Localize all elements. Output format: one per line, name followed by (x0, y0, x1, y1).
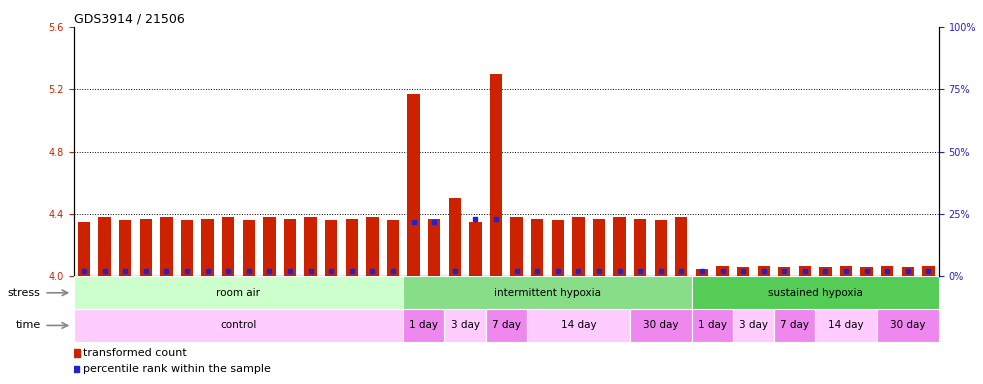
Bar (448, 199, 461, 276)
Text: percentile rank within the sample: percentile rank within the sample (84, 364, 271, 374)
Bar (367, 217, 378, 276)
Bar (774, 309, 815, 342)
Bar (78, 222, 90, 276)
Bar (634, 219, 646, 276)
Bar (98, 217, 111, 276)
Bar (444, 309, 486, 342)
Bar (428, 219, 440, 276)
Bar (531, 219, 544, 276)
Bar (469, 222, 482, 276)
Bar (819, 267, 832, 276)
Text: sustained hypoxia: sustained hypoxia (768, 288, 863, 298)
Bar (572, 217, 585, 276)
Text: 7 day: 7 day (781, 320, 809, 331)
Bar (779, 267, 790, 276)
Bar (737, 267, 749, 276)
Bar (140, 219, 152, 276)
Bar (202, 219, 213, 276)
Text: 1 day: 1 day (698, 320, 726, 331)
Text: intermittent hypoxia: intermittent hypoxia (493, 288, 601, 298)
Bar (696, 269, 708, 276)
Bar (877, 309, 939, 342)
Bar (881, 266, 894, 276)
Text: 14 day: 14 day (560, 320, 596, 331)
Text: control: control (220, 320, 257, 331)
Bar (263, 217, 275, 276)
Text: 30 day: 30 day (643, 320, 678, 331)
Bar (403, 276, 692, 309)
Text: room air: room air (216, 288, 260, 298)
Text: 30 day: 30 day (891, 320, 926, 331)
Bar (386, 220, 399, 276)
Bar (119, 220, 132, 276)
Bar (717, 266, 728, 276)
Bar (551, 220, 564, 276)
Text: time: time (16, 320, 40, 331)
Bar (692, 276, 939, 309)
Bar (407, 94, 420, 276)
Bar (490, 74, 502, 276)
Bar (692, 309, 732, 342)
Bar (305, 217, 317, 276)
Bar (527, 309, 630, 342)
Text: 7 day: 7 day (492, 320, 521, 331)
Bar (160, 217, 173, 276)
Bar (901, 267, 914, 276)
Bar (799, 266, 811, 276)
Text: stress: stress (8, 288, 40, 298)
Text: transformed count: transformed count (84, 348, 187, 358)
Bar (346, 219, 358, 276)
Bar (732, 309, 774, 342)
Bar (758, 266, 770, 276)
Bar (839, 266, 852, 276)
Bar (630, 309, 692, 342)
Bar (74, 309, 403, 342)
Bar (243, 220, 255, 276)
Text: GDS3914 / 21506: GDS3914 / 21506 (74, 13, 185, 26)
Bar (284, 219, 296, 276)
Bar (655, 220, 666, 276)
Bar (922, 266, 935, 276)
Bar (181, 220, 194, 276)
Text: 3 day: 3 day (739, 320, 768, 331)
Bar (860, 267, 873, 276)
Text: 3 day: 3 day (450, 320, 480, 331)
Bar (403, 309, 444, 342)
Bar (486, 309, 527, 342)
Bar (593, 219, 606, 276)
Bar (815, 309, 877, 342)
Bar (325, 220, 337, 276)
Bar (510, 217, 523, 276)
Bar (613, 217, 626, 276)
Text: 14 day: 14 day (829, 320, 864, 331)
Bar (74, 276, 403, 309)
Bar (222, 217, 234, 276)
Text: 1 day: 1 day (409, 320, 438, 331)
Bar (675, 217, 687, 276)
